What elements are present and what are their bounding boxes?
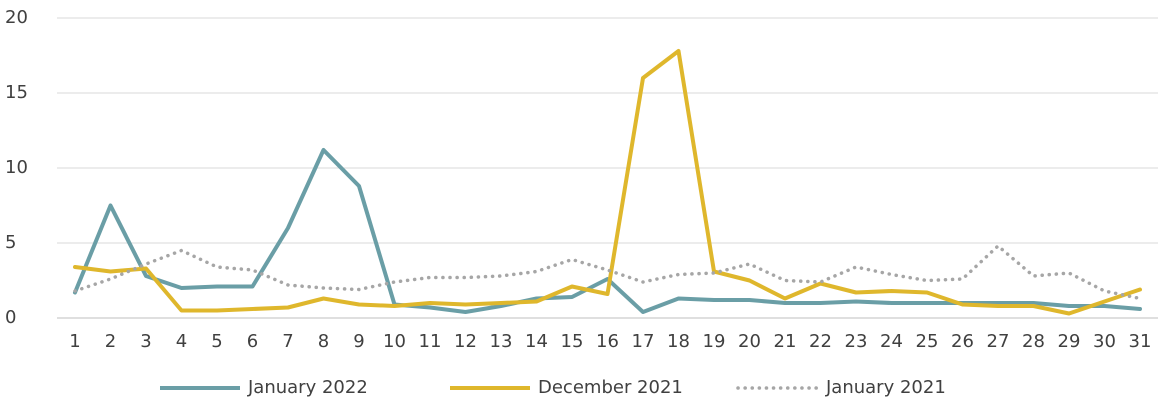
x-tick-label: 15 <box>561 331 584 352</box>
x-tick-label: 10 <box>383 331 406 352</box>
x-tick-label: 11 <box>419 331 442 352</box>
x-tick-label: 13 <box>490 331 513 352</box>
legend-label: January 2021 <box>825 377 946 398</box>
legend-label: January 2022 <box>247 377 368 398</box>
y-tick-label: 10 <box>5 157 28 178</box>
x-tick-label: 16 <box>596 331 619 352</box>
x-tick-label: 21 <box>774 331 797 352</box>
x-tick-label: 9 <box>353 331 364 352</box>
x-tick-label: 26 <box>951 331 974 352</box>
x-tick-label: 22 <box>809 331 832 352</box>
x-tick-label: 8 <box>318 331 329 352</box>
series-line <box>73 49 1142 316</box>
x-tick-label: 25 <box>916 331 939 352</box>
x-tick-label: 17 <box>632 331 655 352</box>
y-tick-label: 0 <box>5 307 16 328</box>
x-tick-label: 2 <box>105 331 116 352</box>
x-tick-label: 1 <box>69 331 80 352</box>
x-tick-label: 30 <box>1093 331 1116 352</box>
x-tick-label: 5 <box>211 331 222 352</box>
x-tick-label: 23 <box>845 331 868 352</box>
x-tick-label: 27 <box>987 331 1010 352</box>
x-tick-label: 12 <box>454 331 477 352</box>
y-tick-label: 5 <box>5 232 16 253</box>
x-tick-label: 4 <box>176 331 187 352</box>
x-tick-label: 24 <box>880 331 903 352</box>
x-tick-label: 6 <box>247 331 258 352</box>
x-tick-label: 29 <box>1058 331 1081 352</box>
x-tick-label: 20 <box>738 331 761 352</box>
x-tick-label: 19 <box>703 331 726 352</box>
y-tick-label: 20 <box>5 7 28 28</box>
legend-label: December 2021 <box>538 377 683 398</box>
x-tick-label: 14 <box>525 331 548 352</box>
x-tick-label: 3 <box>140 331 151 352</box>
x-tick-label: 28 <box>1022 331 1045 352</box>
y-tick-label: 15 <box>5 82 28 103</box>
x-tick-label: 31 <box>1129 331 1152 352</box>
x-tick-label: 7 <box>282 331 293 352</box>
x-tick-label: 18 <box>667 331 690 352</box>
